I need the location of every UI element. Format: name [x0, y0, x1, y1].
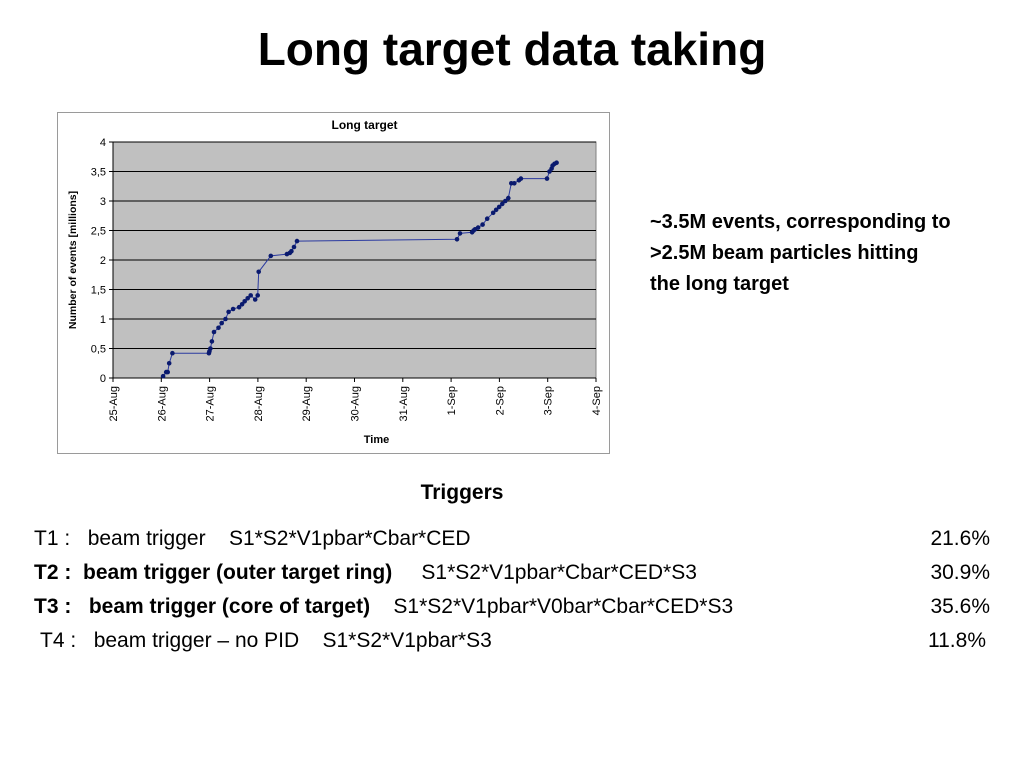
data-point — [294, 238, 300, 244]
trigger-row-t4: T4 : beam trigger – no PID S1*S2*V1pbar*… — [40, 629, 986, 663]
data-point — [216, 325, 221, 331]
x-tick-label: 30-Aug — [350, 386, 362, 421]
x-axis-label: Time — [364, 434, 389, 446]
data-point — [252, 297, 258, 302]
data-point — [209, 339, 215, 344]
trigger-row-t3: T3 : beam trigger (core of target) S1*S2… — [34, 595, 990, 629]
x-tick-label: 3-Sep — [543, 386, 555, 415]
data-point — [457, 231, 463, 236]
x-tick-label: 27-Aug — [205, 386, 217, 421]
data-point — [170, 350, 175, 356]
triggers-heading: Triggers — [0, 481, 1024, 505]
y-tick-label: 1 — [100, 314, 106, 326]
data-point — [208, 346, 213, 351]
trigger-description: beam trigger (core of target) — [88, 595, 371, 618]
x-tick-label: 1-Sep — [446, 386, 458, 415]
y-tick-label: 0 — [100, 373, 106, 385]
data-point — [554, 160, 559, 165]
data-point — [268, 253, 274, 259]
data-point — [454, 237, 460, 242]
trigger-id: T1 : — [34, 527, 71, 550]
x-tick-label: 25-Aug — [108, 386, 120, 421]
data-point — [165, 369, 170, 375]
y-tick-label: 0,5 — [91, 344, 106, 356]
data-point — [289, 248, 294, 254]
chart-svg: 0 0,5 1 1,5 2 2,5 3 3,5 4 25-Aug 26-Aug 27-Aug 28-Au… — [67, 118, 603, 446]
trigger-row-t2: T2 : beam trigger (outer target ring) S1… — [34, 561, 990, 595]
trigger-logic: S1*S2*V1pbar*Cbar*CED*S3 — [421, 561, 697, 584]
data-point — [239, 302, 245, 307]
trigger-description: beam trigger (outer target ring) — [83, 561, 393, 584]
data-point — [475, 225, 481, 230]
x-tick-label: 28-Aug — [253, 386, 265, 421]
data-point — [291, 244, 297, 250]
note-line: the long target — [650, 273, 789, 295]
slide-title: Long target data taking — [257, 23, 767, 75]
trigger-logic: S1*S2*V1pbar*S3 — [322, 629, 492, 652]
data-point — [503, 198, 508, 204]
trigger-percentage: 30.9% — [930, 561, 990, 584]
data-point — [245, 296, 250, 301]
trigger-description: beam trigger — [87, 527, 206, 550]
y-tick-label: 3,5 — [91, 167, 106, 179]
y-tick-label: 2 — [100, 255, 106, 267]
y-tick-label: 4 — [100, 137, 106, 149]
data-point — [506, 195, 511, 201]
trigger-logic: S1*S2*V1pbar*Cbar*CED — [228, 527, 471, 550]
data-point — [490, 210, 496, 216]
data-point — [226, 309, 231, 315]
chart-container: 0 0,5 1 1,5 2 2,5 3 3,5 4 25-Aug 26-Aug 27-Aug 28-Au… — [57, 112, 610, 454]
y-tick-label: 1,5 — [91, 285, 106, 297]
data-point — [236, 304, 242, 310]
data-point — [496, 204, 502, 210]
y-axis-label: Number of events [millions] — [67, 191, 79, 329]
triggers-heading-text: Triggers — [420, 481, 504, 504]
data-point — [219, 320, 224, 326]
x-tick-label: 2-Sep — [494, 386, 506, 415]
data-point — [223, 316, 228, 322]
x-tick-label: 4-Sep — [591, 386, 603, 415]
trigger-percentage: 21.6% — [930, 527, 990, 550]
trigger-id: T3 : — [34, 595, 72, 618]
y-tick-label: 3 — [100, 196, 106, 208]
data-point — [544, 176, 550, 181]
y-tick-label: 2,5 — [91, 226, 106, 238]
trigger-id: T4 : — [40, 629, 77, 652]
data-point — [256, 269, 261, 275]
data-point — [255, 293, 260, 298]
data-point — [493, 207, 499, 213]
x-tick-label: 29-Aug — [301, 386, 313, 421]
trigger-logic: S1*S2*V1pbar*V0bar*Cbar*CED*S3 — [393, 595, 734, 618]
data-point — [166, 361, 172, 366]
data-point — [500, 201, 505, 207]
data-point — [518, 176, 524, 181]
data-point — [480, 222, 485, 227]
data-point — [242, 299, 247, 304]
trigger-row-t1: T1 : beam trigger S1*S2*V1pbar*Cbar*CED … — [34, 527, 990, 561]
data-point — [484, 216, 490, 221]
events-note: ~3.5M events, corresponding to >2.5M bea… — [650, 207, 1000, 300]
note-line: >2.5M beam particles hitting — [650, 242, 919, 264]
trigger-description: beam trigger – no PID — [93, 629, 300, 652]
data-point — [512, 181, 517, 186]
trigger-percentage: 11.8% — [928, 629, 986, 652]
x-tick-label: 31-Aug — [398, 386, 410, 421]
trigger-percentage: 35.6% — [930, 595, 990, 618]
x-tick-label: 26-Aug — [156, 386, 168, 421]
trigger-id: T2 : — [34, 561, 72, 584]
data-point — [230, 306, 236, 312]
data-point — [160, 373, 166, 379]
data-point — [248, 293, 253, 298]
note-line: ~3.5M events, corresponding to — [650, 211, 951, 233]
data-point — [211, 329, 217, 335]
chart-title: Long target — [332, 118, 398, 132]
